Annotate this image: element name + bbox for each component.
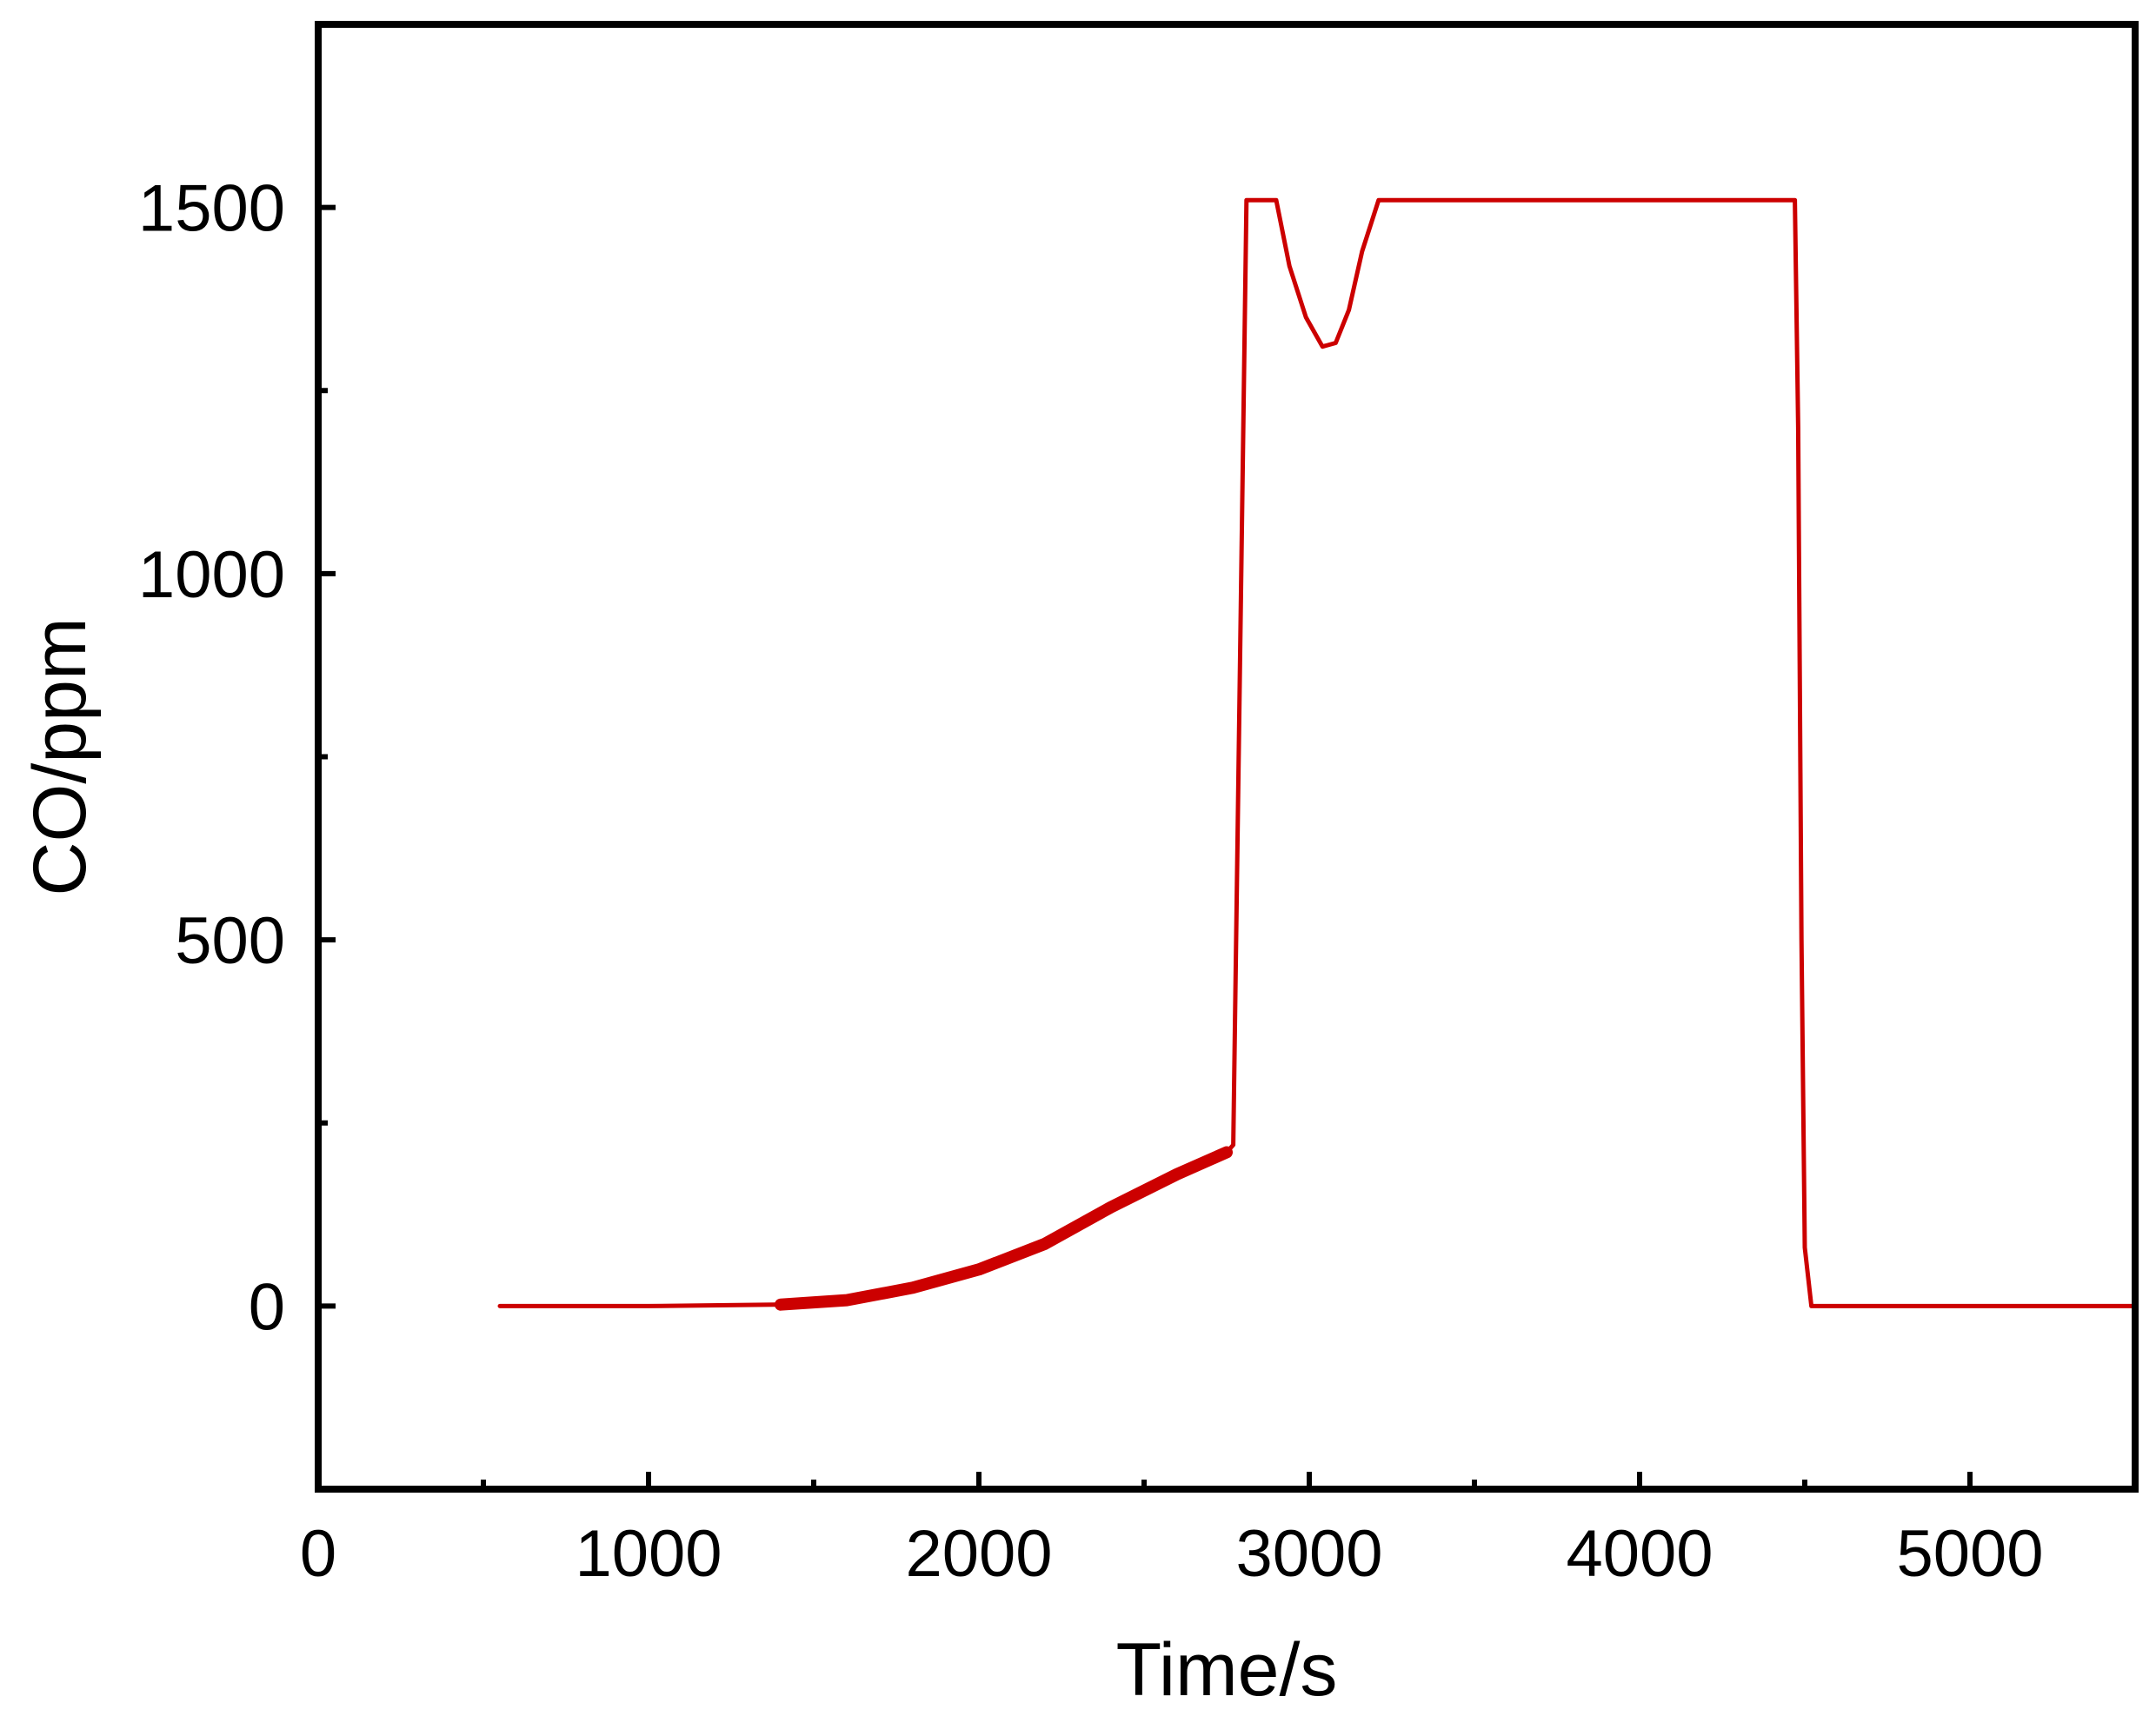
x-axis: 0 1000 2000 3000 4000 5000 bbox=[300, 1472, 2044, 1591]
plot-frame bbox=[315, 21, 2139, 1493]
y-tick-label: 500 bbox=[175, 904, 285, 978]
co-series-noise-band bbox=[775, 1146, 1233, 1311]
y-axis: 0 500 1000 1500 bbox=[138, 172, 336, 1344]
co-series-line bbox=[497, 197, 2138, 1308]
x-axis-title: Time/s bbox=[1116, 1628, 1338, 1712]
x-tick-label: 0 bbox=[300, 1517, 336, 1591]
x-tick-label: 4000 bbox=[1566, 1517, 1713, 1591]
x-tick-label: 2000 bbox=[905, 1517, 1052, 1591]
y-tick-label: 1500 bbox=[138, 172, 285, 246]
x-tick-label: 3000 bbox=[1235, 1517, 1382, 1591]
y-axis-title: CO/ppm bbox=[18, 617, 102, 895]
x-tick-label: 5000 bbox=[1896, 1517, 2043, 1591]
plot-area bbox=[497, 197, 2138, 1311]
y-tick-label: 1000 bbox=[138, 538, 285, 612]
x-tick-label: 1000 bbox=[575, 1517, 722, 1591]
y-tick-label: 0 bbox=[249, 1270, 285, 1344]
